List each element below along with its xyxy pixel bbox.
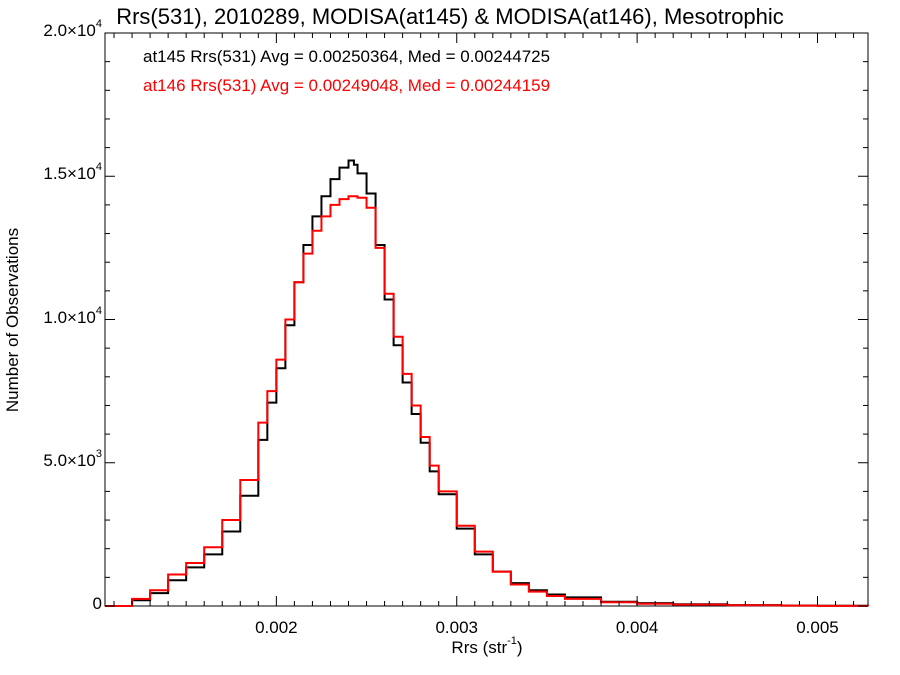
series-line-1 — [105, 195, 869, 607]
x-tick-label-2: 0.004 — [615, 618, 659, 637]
y-tick-label-1: 5.0×103 — [43, 447, 102, 470]
x-axis-label: Rrs (str-1) — [451, 635, 523, 657]
y-tick-label-2: 1.0×104 — [43, 304, 102, 327]
series-line-0 — [105, 159, 869, 607]
x-tick-label-3: 0.005 — [796, 618, 839, 637]
y-tick-label-4: 2.0×104 — [43, 18, 102, 40]
plot-frame — [104, 32, 869, 607]
x-tick-label-0: 0.002 — [255, 618, 298, 637]
y-tick-label-0: 0 — [92, 594, 102, 613]
y-axis-label: Number of Observations — [3, 227, 22, 413]
y-tick-label-3: 1.5×104 — [43, 161, 102, 184]
x-tick-label-1: 0.003 — [435, 618, 479, 637]
chart-title: Rrs(531), 2010289, MODISA(at145) & MODIS… — [116, 4, 784, 29]
legend-entry-at145: at145 Rrs(531) Avg = 0.00250364, Med = 0… — [143, 47, 551, 66]
legend-entry-at146: at146 Rrs(531) Avg = 0.00249048, Med = 0… — [143, 76, 551, 95]
